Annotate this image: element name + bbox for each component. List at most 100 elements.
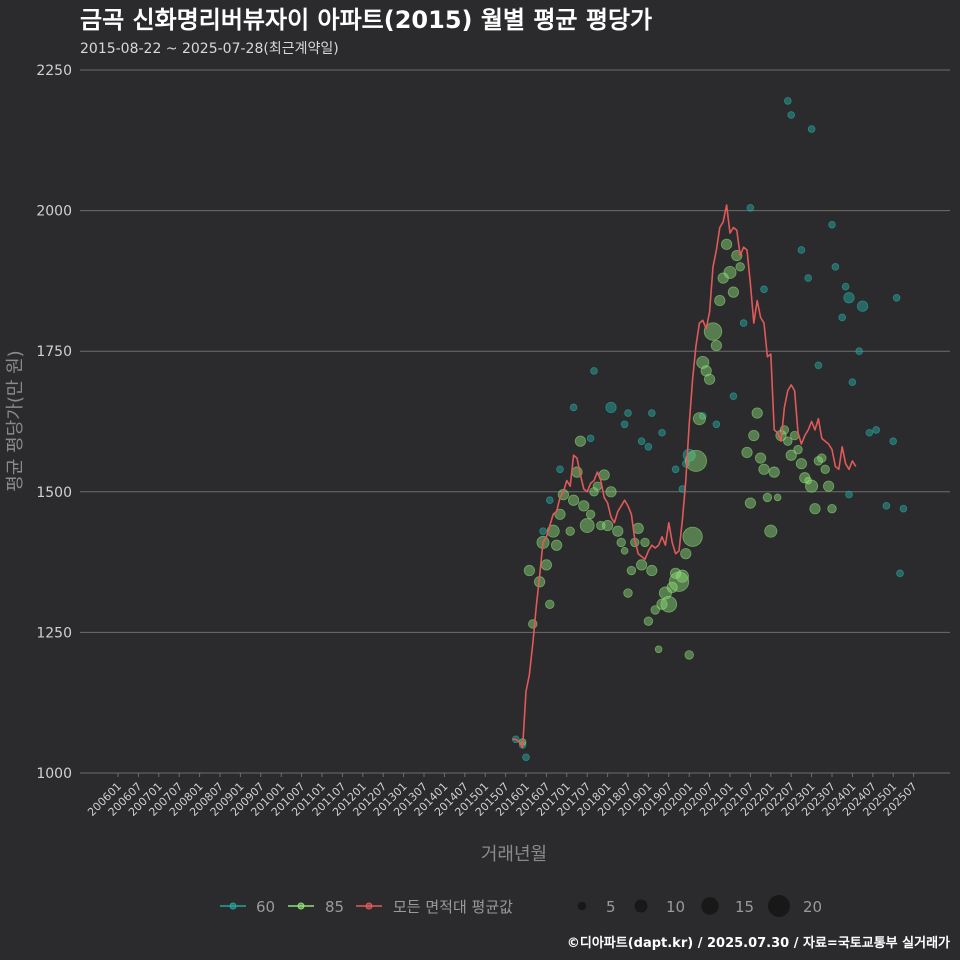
legend-item-avg: 모든 면적대 평균값 xyxy=(356,898,513,916)
y-tick-label: 2000 xyxy=(36,204,72,220)
data-point-60 xyxy=(855,347,863,356)
legend-size-marker xyxy=(577,901,587,911)
data-point-60 xyxy=(739,319,748,327)
data-point-85 xyxy=(703,373,716,385)
data-point-85 xyxy=(545,599,555,609)
data-point-60 xyxy=(760,285,768,294)
legend-size-marker xyxy=(634,899,648,913)
data-point-85 xyxy=(809,503,821,515)
data-point-60 xyxy=(556,465,564,474)
data-point-60 xyxy=(856,300,869,312)
data-point-85 xyxy=(592,481,603,491)
data-point-60 xyxy=(831,263,840,271)
data-point-85 xyxy=(654,645,663,654)
data-point-85 xyxy=(601,519,614,532)
data-point-60 xyxy=(712,420,721,429)
data-point-85 xyxy=(540,559,553,571)
data-point-60 xyxy=(814,361,823,370)
y-axis-title: 평균 평당가(만 원) xyxy=(5,350,26,491)
data-point-85 xyxy=(762,492,773,503)
legend-label: 60 xyxy=(256,898,275,916)
data-point-85 xyxy=(793,444,803,455)
data-point-85 xyxy=(660,595,678,613)
legend-size-item: 10 xyxy=(634,898,685,916)
data-point-85 xyxy=(692,412,706,426)
grid xyxy=(80,69,950,774)
y-tick-label: 1750 xyxy=(36,344,72,360)
legend-size-label: 20 xyxy=(803,898,822,916)
data-point-60 xyxy=(807,125,816,133)
data-point-85 xyxy=(741,446,753,459)
data-point-85 xyxy=(817,453,827,463)
data-point-60 xyxy=(865,428,874,437)
data-point-60 xyxy=(620,420,629,429)
data-point-60 xyxy=(889,437,897,445)
data-point-85 xyxy=(616,537,626,548)
data-point-60 xyxy=(899,504,908,513)
data-point-85 xyxy=(565,526,575,536)
legend-label: 85 xyxy=(325,898,344,916)
data-point-60 xyxy=(605,401,617,414)
legend-size-item: 20 xyxy=(768,895,822,917)
data-point-85 xyxy=(783,436,793,446)
legend-size-marker xyxy=(701,897,719,915)
data-point-85 xyxy=(675,569,689,583)
data-point-85 xyxy=(612,525,624,537)
data-point-60 xyxy=(787,111,795,119)
data-point-85 xyxy=(635,559,648,571)
data-point-60 xyxy=(797,246,806,254)
data-point-85 xyxy=(574,435,587,447)
data-point-85 xyxy=(567,494,580,506)
series-85 xyxy=(518,238,837,746)
data-point-60 xyxy=(872,426,880,434)
legend-size-label: 15 xyxy=(735,898,754,916)
data-point-60 xyxy=(671,465,680,474)
data-point-60 xyxy=(682,448,696,462)
data-point-60 xyxy=(843,292,855,304)
data-point-85 xyxy=(727,286,740,298)
data-point-85 xyxy=(735,262,745,272)
data-point-85 xyxy=(785,449,797,461)
data-point-85 xyxy=(710,339,723,352)
y-tick-label: 1250 xyxy=(36,625,72,641)
data-point-60 xyxy=(845,490,853,499)
data-point-85 xyxy=(768,466,780,478)
chart-title: 금곡 신화명리버뷰자이 아파트(2015) 월별 평균 평당가 xyxy=(80,6,652,34)
y-tick-label: 1500 xyxy=(36,485,72,501)
data-point-85 xyxy=(822,480,835,492)
data-point-60 xyxy=(783,97,792,105)
legend-size-marker xyxy=(768,895,790,917)
data-point-60 xyxy=(896,569,904,578)
y-tick-label: 1000 xyxy=(36,766,72,782)
data-point-85 xyxy=(795,458,808,470)
data-point-85 xyxy=(643,616,654,626)
data-point-60 xyxy=(804,274,812,282)
data-point-60 xyxy=(545,496,554,505)
data-point-60 xyxy=(882,502,891,510)
data-point-60 xyxy=(647,409,656,417)
data-point-85 xyxy=(640,537,650,548)
data-point-60 xyxy=(841,282,850,291)
legend-marker xyxy=(297,902,305,910)
data-point-85 xyxy=(720,238,733,250)
data-point-60 xyxy=(892,293,901,302)
data-point-60 xyxy=(624,409,632,417)
data-point-60 xyxy=(838,313,846,322)
data-point-60 xyxy=(569,403,578,412)
legend-item-s85: 85 xyxy=(288,898,344,916)
legend-item-s60: 60 xyxy=(220,898,275,916)
x-axis-title: 거래년월 xyxy=(481,844,547,865)
data-point-60 xyxy=(828,220,836,229)
data-point-60 xyxy=(590,367,598,375)
data-point-85 xyxy=(523,564,536,577)
data-point-85 xyxy=(546,524,560,538)
data-point-60 xyxy=(539,527,547,535)
data-point-60 xyxy=(848,378,857,386)
data-point-85 xyxy=(623,588,633,598)
data-point-85 xyxy=(620,547,629,555)
data-point-85 xyxy=(754,452,767,464)
data-point-85 xyxy=(550,539,563,551)
data-point-85 xyxy=(656,598,668,610)
legend-size-item: 5 xyxy=(577,898,616,916)
